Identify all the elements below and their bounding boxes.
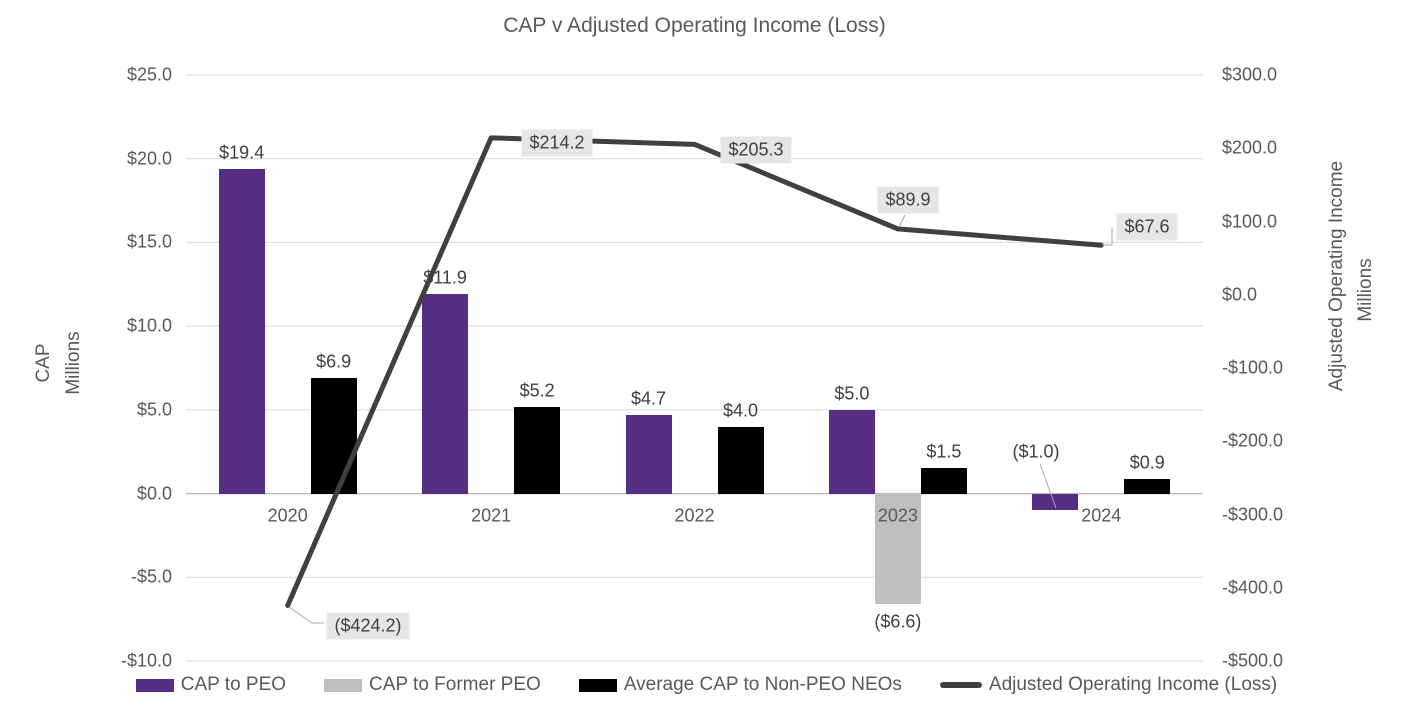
x-axis-label-2020: 2020 [267,505,308,526]
left-axis-tick: $0.0 [136,483,172,504]
legend-label-cap-to-peo: CAP to PEO [180,674,287,695]
right-axis-tick: $0.0 [1222,284,1258,305]
line-label-2020: ($424.2) [326,612,410,640]
bar-average-cap-to-non-peo-neos-2022 [717,426,764,494]
legend-swatch-adjusted-operating-income-loss [939,682,982,688]
line-label-leader [1102,228,1113,246]
right-axis-tick: $100.0 [1222,211,1278,231]
legend-label-average-cap-to-non-peo-neos: Average CAP to Non-PEO NEOs [623,674,902,695]
legend-item-cap-to-former-peo: CAP to Former PEO [324,674,541,696]
bar-average-cap-to-non-peo-neos-2023 [920,468,967,494]
right-axis-tick: -$200.0 [1222,430,1284,451]
bar-label-cap-to-peo-2021: $11.9 [423,267,467,288]
legend-label-adjusted-operating-income-loss: Adjusted Operating Income (Loss) [988,674,1278,695]
bar-label-average-cap-to-non-peo-neos-2020: $6.9 [316,351,352,372]
line-label-2021: $214.2 [521,129,593,157]
legend-item-cap-to-peo: CAP to PEO [135,674,287,696]
right-axis-tick: -$500.0 [1222,650,1284,671]
chart-title: CAP v Adjusted Operating Income (Loss) [503,14,886,37]
x-axis-label-2024: 2024 [1081,505,1122,526]
right-axis-tick: -$100.0 [1222,357,1284,378]
bar-label-average-cap-to-non-peo-neos-2022: $4.0 [722,400,759,421]
legend-swatch-cap-to-former-peo [324,678,363,692]
bar-cap-to-former-peo-2023 [874,493,921,605]
legend-item-average-cap-to-non-peo-neos: Average CAP to Non-PEO NEOs [578,674,902,696]
left-axis-tick: -$10.0 [120,650,172,671]
right-axis-tick: -$300.0 [1222,504,1284,524]
bar-label-average-cap-to-non-peo-neos-2021: $5.2 [519,380,555,400]
bar-cap-to-peo-2024 [1032,493,1079,511]
line-label-leader [898,214,906,228]
bar-average-cap-to-non-peo-neos-2021 [514,406,561,494]
x-axis-label-2023: 2023 [877,505,918,526]
bar-label-cap-to-peo-2020: $19.4 [219,142,265,163]
right-axis-tick: $200.0 [1222,137,1278,158]
right-axis-tick: $300.0 [1222,64,1278,85]
bar-label-cap-to-peo-2023: $5.0 [834,383,870,404]
bar-average-cap-to-non-peo-neos-2024 [1124,478,1171,494]
left-axis-tick: $20.0 [126,148,172,169]
left-axis-tick: $10.0 [126,315,172,336]
line-label-leader [288,606,324,624]
legend-swatch-cap-to-peo [135,678,174,692]
line-label-2022: $205.3 [720,136,792,164]
bar-cap-to-peo-2021 [422,294,469,494]
x-axis-label-2021: 2021 [471,505,512,526]
bar-label-cap-to-peo-2022: $4.7 [630,388,667,409]
line-label-2023: $89.9 [877,186,939,214]
legend-item-adjusted-operating-income-loss: Adjusted Operating Income (Loss) [939,674,1278,696]
left-axis-tick: $15.0 [126,231,172,252]
line-label-2024: $67.6 [1116,213,1178,241]
legend-swatch-average-cap-to-non-peo-neos [578,678,617,692]
bar-label-average-cap-to-non-peo-neos-2024: $0.9 [1129,452,1165,472]
bar-cap-to-peo-2020 [218,168,265,494]
legend-label-cap-to-former-peo: CAP to Former PEO [369,674,541,695]
legend: CAP to PEO CAP to Former PEO Average CAP t… [0,674,1413,696]
left-axis-tick: $5.0 [136,399,172,420]
bar-label-leader [1039,463,1057,509]
bar-label-cap-to-peo-2024: ($1.0) [1012,441,1060,462]
bar-average-cap-to-non-peo-neos-2020 [310,378,357,494]
bar-cap-to-peo-2022 [625,414,672,494]
line-adjusted-operating-income-loss [285,135,1104,608]
bar-label-cap-to-former-peo-2023: ($6.6) [874,611,922,632]
x-axis-label-2022: 2022 [674,505,715,526]
bar-cap-to-peo-2023 [828,409,875,494]
left-axis-tick: -$5.0 [130,566,172,587]
right-axis-tick: -$400.0 [1222,577,1284,598]
bar-label-average-cap-to-non-peo-neos-2023: $1.5 [926,441,962,462]
left-axis-tick: $25.0 [126,64,172,85]
